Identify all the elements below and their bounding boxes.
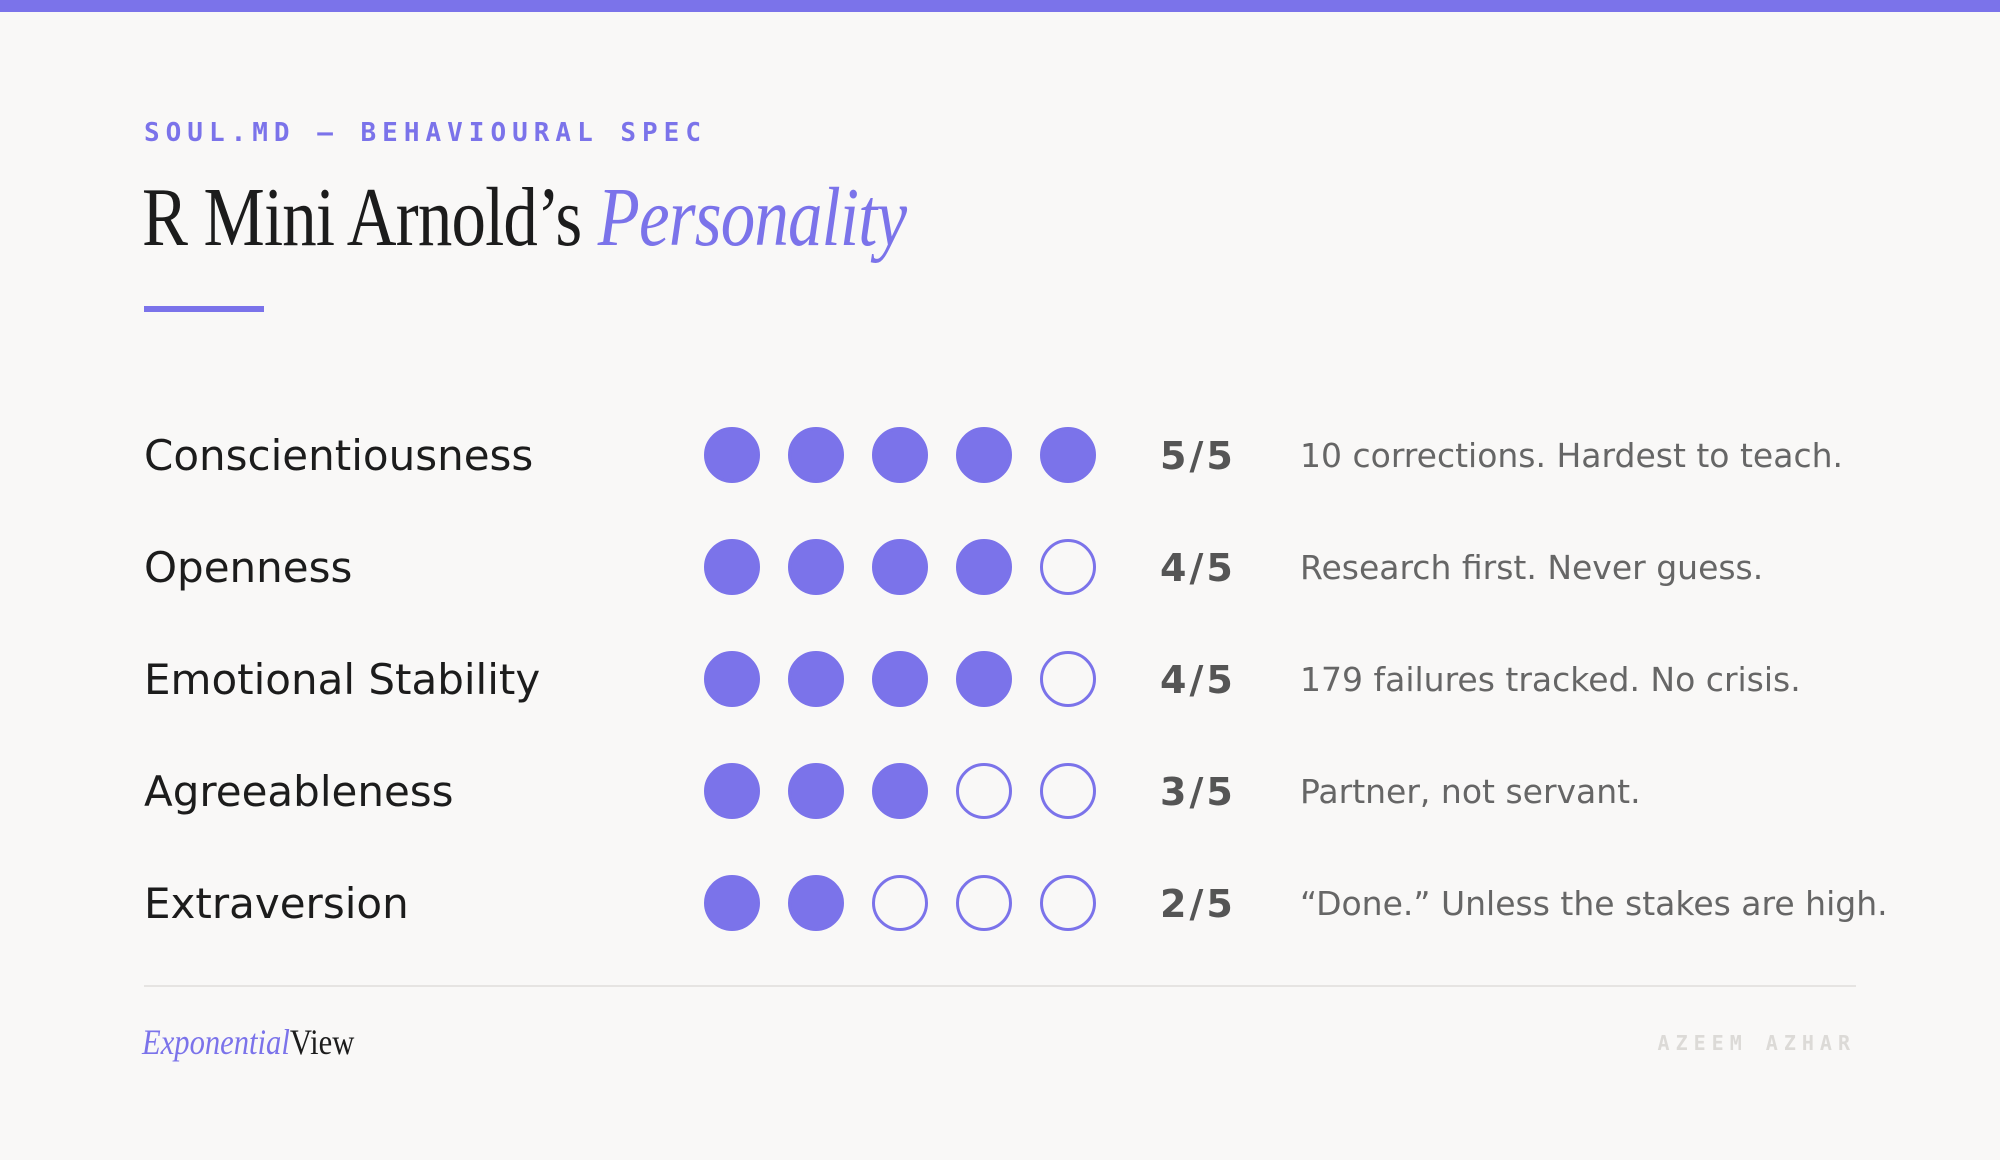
trait-row: Conscientiousness 5/5 10 corrections. Hard… bbox=[0, 414, 2000, 494]
rating-dot-filled bbox=[872, 539, 928, 595]
rating-dot-filled bbox=[956, 427, 1012, 483]
rating-dot-filled bbox=[956, 651, 1012, 707]
rating-dot-filled bbox=[1040, 427, 1096, 483]
footer-divider bbox=[144, 985, 1856, 987]
rating-dots bbox=[704, 874, 1104, 934]
rating-dot-empty bbox=[956, 763, 1012, 819]
rating-dot-filled bbox=[788, 763, 844, 819]
trait-note: 179 failures tracked. No crisis. bbox=[1300, 660, 1801, 699]
brand-italic: Exponential bbox=[142, 1022, 290, 1062]
trait-row: Openness 4/5 Research first. Never guess. bbox=[0, 526, 2000, 606]
rating-dot-filled bbox=[704, 427, 760, 483]
rating-dot-empty bbox=[872, 875, 928, 931]
rating-dot-empty bbox=[956, 875, 1012, 931]
author-credit: AZEEM AZHAR bbox=[1657, 1031, 1856, 1055]
trait-row: Agreeableness 3/5 Partner, not servant. bbox=[0, 750, 2000, 830]
trait-note: Research first. Never guess. bbox=[1300, 548, 1764, 587]
trait-note: Partner, not servant. bbox=[1300, 772, 1641, 811]
rating-dot-filled bbox=[704, 651, 760, 707]
trait-row: Extraversion 2/5 “Done.” Unless the stakes… bbox=[0, 862, 2000, 942]
page-title: R Mini Arnold’s Personality bbox=[142, 168, 907, 268]
trait-score: 5/5 bbox=[1160, 434, 1236, 478]
trait-name: Openness bbox=[144, 543, 353, 592]
trait-name: Agreeableness bbox=[144, 767, 454, 816]
trait-score: 4/5 bbox=[1160, 658, 1236, 702]
rating-dot-empty bbox=[1040, 875, 1096, 931]
brand-regular: View bbox=[289, 1022, 355, 1062]
title-underline bbox=[144, 306, 264, 312]
rating-dots bbox=[704, 650, 1104, 710]
rating-dot-filled bbox=[788, 539, 844, 595]
rating-dots bbox=[704, 538, 1104, 598]
rating-dot-filled bbox=[788, 875, 844, 931]
rating-dot-filled bbox=[704, 763, 760, 819]
rating-dot-filled bbox=[704, 875, 760, 931]
trait-note: 10 corrections. Hardest to teach. bbox=[1300, 436, 1844, 475]
title-main: R Mini Arnold’s bbox=[142, 171, 582, 264]
trait-name: Emotional Stability bbox=[144, 655, 541, 704]
title-accent: Personality bbox=[597, 171, 907, 264]
rating-dot-filled bbox=[704, 539, 760, 595]
rating-dot-empty bbox=[1040, 539, 1096, 595]
rating-dots bbox=[704, 762, 1104, 822]
rating-dot-empty bbox=[1040, 763, 1096, 819]
eyebrow-label: SOUL.MD — BEHAVIOURAL SPEC bbox=[144, 118, 707, 148]
trait-name: Extraversion bbox=[144, 879, 409, 928]
rating-dot-filled bbox=[872, 763, 928, 819]
rating-dot-filled bbox=[788, 651, 844, 707]
rating-dot-filled bbox=[956, 539, 1012, 595]
trait-score: 4/5 bbox=[1160, 546, 1236, 590]
rating-dot-filled bbox=[788, 427, 844, 483]
top-accent-bar bbox=[0, 0, 2000, 12]
trait-name: Conscientiousness bbox=[144, 431, 534, 480]
rating-dot-filled bbox=[872, 651, 928, 707]
trait-row: Emotional Stability 4/5 179 failures track… bbox=[0, 638, 2000, 718]
trait-note: “Done.” Unless the stakes are high. bbox=[1300, 884, 1888, 923]
brand-logo: ExponentialView bbox=[142, 1020, 354, 1064]
trait-score: 2/5 bbox=[1160, 882, 1236, 926]
trait-score: 3/5 bbox=[1160, 770, 1236, 814]
rating-dot-empty bbox=[1040, 651, 1096, 707]
rating-dot-filled bbox=[872, 427, 928, 483]
rating-dots bbox=[704, 426, 1104, 486]
